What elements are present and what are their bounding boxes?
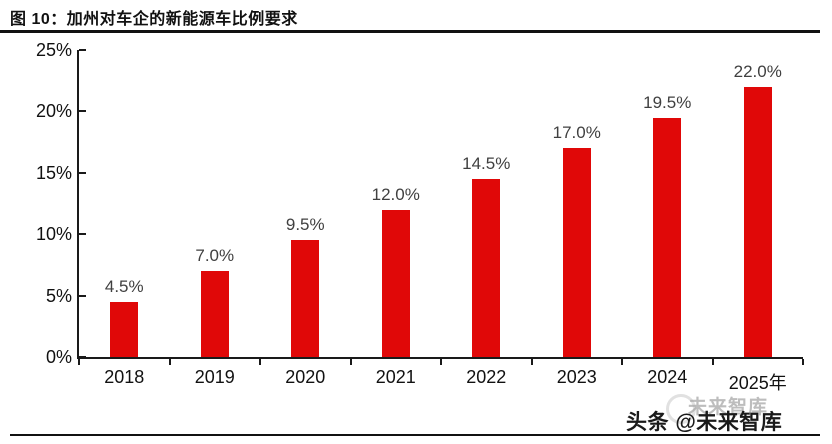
x-axis-tick: [440, 359, 442, 365]
y-axis-tick: [79, 110, 86, 113]
y-axis-tick-label: 15%: [35, 162, 72, 183]
x-axis-tick: [802, 359, 804, 365]
bar-value-label: 17.0%: [552, 123, 601, 143]
watermark-text: 头条 @未来智库: [626, 411, 783, 434]
y-axis-tick: [79, 171, 86, 174]
x-axis-label: 2020: [285, 367, 326, 387]
y-axis-tick-label: 0%: [45, 347, 72, 367]
bottom-rule: [10, 434, 820, 436]
y-axis-tick: [79, 294, 86, 297]
y-axis-line: [77, 50, 79, 359]
watermark-logo-icon: [666, 394, 696, 424]
x-axis-tick: [259, 359, 261, 365]
bar-value-label: 22.0%: [733, 61, 782, 81]
x-axis-tick: [530, 359, 533, 365]
x-axis-tick: [711, 359, 714, 365]
figure-title: 图 10：加州对车企的新能源车比例要求: [10, 11, 298, 28]
x-axis-label: 2018: [104, 367, 145, 387]
x-axis-label: 2025年: [728, 373, 787, 393]
x-axis-tick: [349, 359, 352, 365]
bar: [200, 271, 229, 357]
bar-value-label: 4.5%: [104, 276, 144, 296]
x-axis-tick: [78, 359, 80, 365]
watermark: 未来智库 头条 @未来智库: [626, 394, 826, 436]
bar: [381, 209, 410, 357]
y-axis-tick-label: 25%: [35, 40, 72, 60]
bar: [743, 86, 772, 357]
bar-value-label: 14.5%: [462, 153, 511, 173]
y-axis-tick: [79, 356, 86, 358]
bar: [562, 148, 591, 357]
bar: [291, 240, 320, 357]
y-axis-tick: [79, 49, 86, 51]
bar-value-label: 9.5%: [285, 215, 325, 235]
bar: [653, 117, 682, 357]
x-axis-label: 2022: [466, 367, 507, 387]
watermark-ghost-text: 未来智库: [688, 397, 769, 418]
y-axis-tick-label: 5%: [45, 285, 72, 306]
y-axis-tick: [79, 233, 86, 236]
x-axis-label: 2021: [375, 367, 416, 387]
bar-value-label: 7.0%: [195, 246, 235, 266]
y-axis-tick-label: 20%: [35, 101, 72, 122]
x-axis-label: 2024: [647, 367, 688, 387]
bar-value-label: 19.5%: [643, 92, 692, 112]
bar: [472, 178, 501, 357]
x-axis-line: [77, 357, 803, 359]
x-axis-tick: [168, 359, 171, 365]
bar: [110, 301, 139, 357]
x-axis-tick: [621, 359, 623, 365]
title-separator-rule: [0, 30, 820, 33]
x-axis-label: 2023: [556, 367, 597, 387]
x-axis-label: 2019: [194, 367, 235, 387]
y-axis-tick-label: 10%: [35, 224, 72, 245]
bar-value-label: 12.0%: [371, 184, 420, 204]
